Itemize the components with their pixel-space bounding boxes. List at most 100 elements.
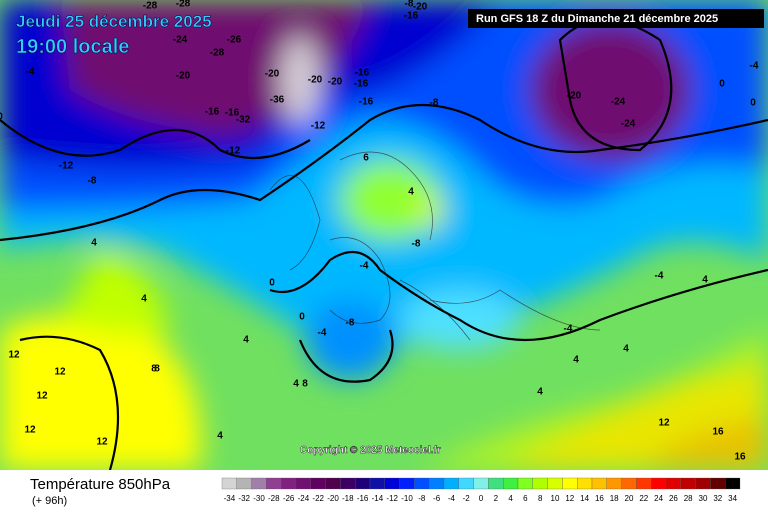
scale-label: -20 bbox=[327, 494, 339, 503]
contour-label: 0 bbox=[0, 112, 3, 123]
contours bbox=[0, 19, 768, 470]
scale-swatch bbox=[695, 477, 711, 490]
contour-label: -20 bbox=[176, 71, 191, 82]
scale-label: -4 bbox=[448, 494, 456, 503]
contour-label: 4 bbox=[293, 379, 299, 390]
scale-label: -30 bbox=[253, 494, 265, 503]
scale-swatch bbox=[577, 477, 593, 490]
scale-label: 18 bbox=[610, 494, 619, 503]
contour-label: -20 bbox=[308, 75, 323, 86]
contour-label: 12 bbox=[8, 350, 20, 361]
scale-label: 10 bbox=[551, 494, 560, 503]
contour-label: -26 bbox=[227, 35, 242, 46]
scale-swatch bbox=[355, 477, 371, 490]
contour-label: -8 bbox=[430, 98, 439, 109]
contour-label: -16 bbox=[205, 107, 220, 118]
contour-label: -32 bbox=[236, 115, 251, 126]
color-scale: -34 -32 -30 -28 -26 -24 -22 -20 -18 -16 -14 -12 -10-… bbox=[221, 477, 741, 503]
contour-label: -12 bbox=[59, 161, 74, 172]
scale-label: 14 bbox=[580, 494, 589, 503]
scale-swatch bbox=[251, 477, 267, 490]
contour-label: -20 bbox=[567, 91, 582, 102]
scale-label: -2 bbox=[463, 494, 471, 503]
contour-label: 16 bbox=[734, 452, 746, 463]
scale-label: 6 bbox=[523, 494, 528, 503]
scale-label: -32 bbox=[238, 494, 250, 503]
scale-label: -34 bbox=[224, 494, 236, 503]
contour-label: 4 bbox=[573, 355, 579, 366]
scale-swatch bbox=[369, 477, 385, 490]
scale-label: -28 bbox=[268, 494, 280, 503]
contour-label: 12 bbox=[54, 367, 66, 378]
scale-label: 34 bbox=[728, 494, 737, 503]
contour-label: 8 bbox=[302, 379, 308, 390]
scale-swatch bbox=[710, 477, 726, 490]
contour-label: -20 bbox=[413, 2, 428, 13]
scale-swatch bbox=[295, 477, 311, 490]
scale-swatch bbox=[651, 477, 667, 490]
contour-label: 4 bbox=[91, 238, 97, 249]
contour-label: -4 bbox=[564, 324, 573, 335]
scale-swatch bbox=[266, 477, 282, 490]
contour-label: -4 bbox=[26, 67, 35, 78]
contour-label: -24 bbox=[621, 119, 636, 130]
contour-label: -4 bbox=[750, 61, 759, 72]
scale-label: 20 bbox=[625, 494, 634, 503]
contour-label: 4 bbox=[217, 431, 223, 442]
copyright: Copyright © 2025 Meteociel.fr bbox=[300, 445, 441, 456]
footer bbox=[0, 470, 768, 512]
contour-label: -8 bbox=[412, 239, 421, 250]
contour-label: 12 bbox=[36, 391, 48, 402]
contour-label: -24 bbox=[173, 35, 188, 46]
contour-label: -28 bbox=[210, 48, 225, 59]
contour-label: -8 bbox=[88, 176, 97, 187]
scale-label: -26 bbox=[283, 494, 295, 503]
contour-label: -4 bbox=[318, 328, 327, 339]
scale-label: -18 bbox=[342, 494, 354, 503]
scale-swatch bbox=[281, 477, 297, 490]
scale-label: 16 bbox=[595, 494, 604, 503]
contour-label: -28 bbox=[143, 1, 158, 12]
scale-label: -22 bbox=[312, 494, 324, 503]
run-info: Run GFS 18 Z du Dimanche 21 décembre 202… bbox=[476, 13, 718, 25]
scale-swatch bbox=[399, 477, 415, 490]
scale-swatch bbox=[236, 477, 252, 490]
scale-label: -14 bbox=[372, 494, 384, 503]
scale-label: 12 bbox=[565, 494, 574, 503]
scale-label: 22 bbox=[639, 494, 648, 503]
scale-label: -12 bbox=[386, 494, 398, 503]
scale-swatch bbox=[547, 477, 563, 490]
scale-label: 32 bbox=[713, 494, 722, 503]
scale-swatch bbox=[503, 477, 519, 490]
contour-label: -4 bbox=[655, 271, 664, 282]
contour-label: -8 bbox=[346, 318, 355, 329]
scale-swatch bbox=[562, 477, 578, 490]
scale-label: -16 bbox=[357, 494, 369, 503]
scale-label: 26 bbox=[669, 494, 678, 503]
contour-label: 16 bbox=[712, 427, 724, 438]
date: Jeudi 25 décembre 2025 bbox=[16, 12, 212, 31]
scale-label: 2 bbox=[494, 494, 499, 503]
scale-label: -8 bbox=[418, 494, 426, 503]
contour-label: 12 bbox=[24, 425, 36, 436]
scale-label: 24 bbox=[654, 494, 663, 503]
contour-labels: -28 -28-24-28-26-20 -20-16-32-36-20-16-16-… bbox=[0, 0, 759, 463]
contour-label: -16 bbox=[359, 97, 374, 108]
contour-label: 4 bbox=[408, 187, 414, 198]
scale-swatch bbox=[443, 477, 459, 490]
contour-label: 0 bbox=[269, 278, 275, 289]
scale-swatch bbox=[680, 477, 696, 490]
contour-label: 12 bbox=[658, 418, 670, 429]
contour-label: -20 bbox=[328, 77, 343, 88]
scale-swatch bbox=[473, 477, 489, 490]
scale-swatch bbox=[221, 477, 237, 490]
temperature-field bbox=[0, 0, 768, 470]
footer-title: Température 850hPa bbox=[30, 476, 171, 493]
scale-label: 4 bbox=[508, 494, 513, 503]
contour-label: -24 bbox=[611, 97, 626, 108]
contour-label: -16 bbox=[404, 11, 419, 22]
contour-label: 0 bbox=[750, 98, 756, 109]
contour-label: 4 bbox=[537, 387, 543, 398]
scale-swatch bbox=[532, 477, 548, 490]
